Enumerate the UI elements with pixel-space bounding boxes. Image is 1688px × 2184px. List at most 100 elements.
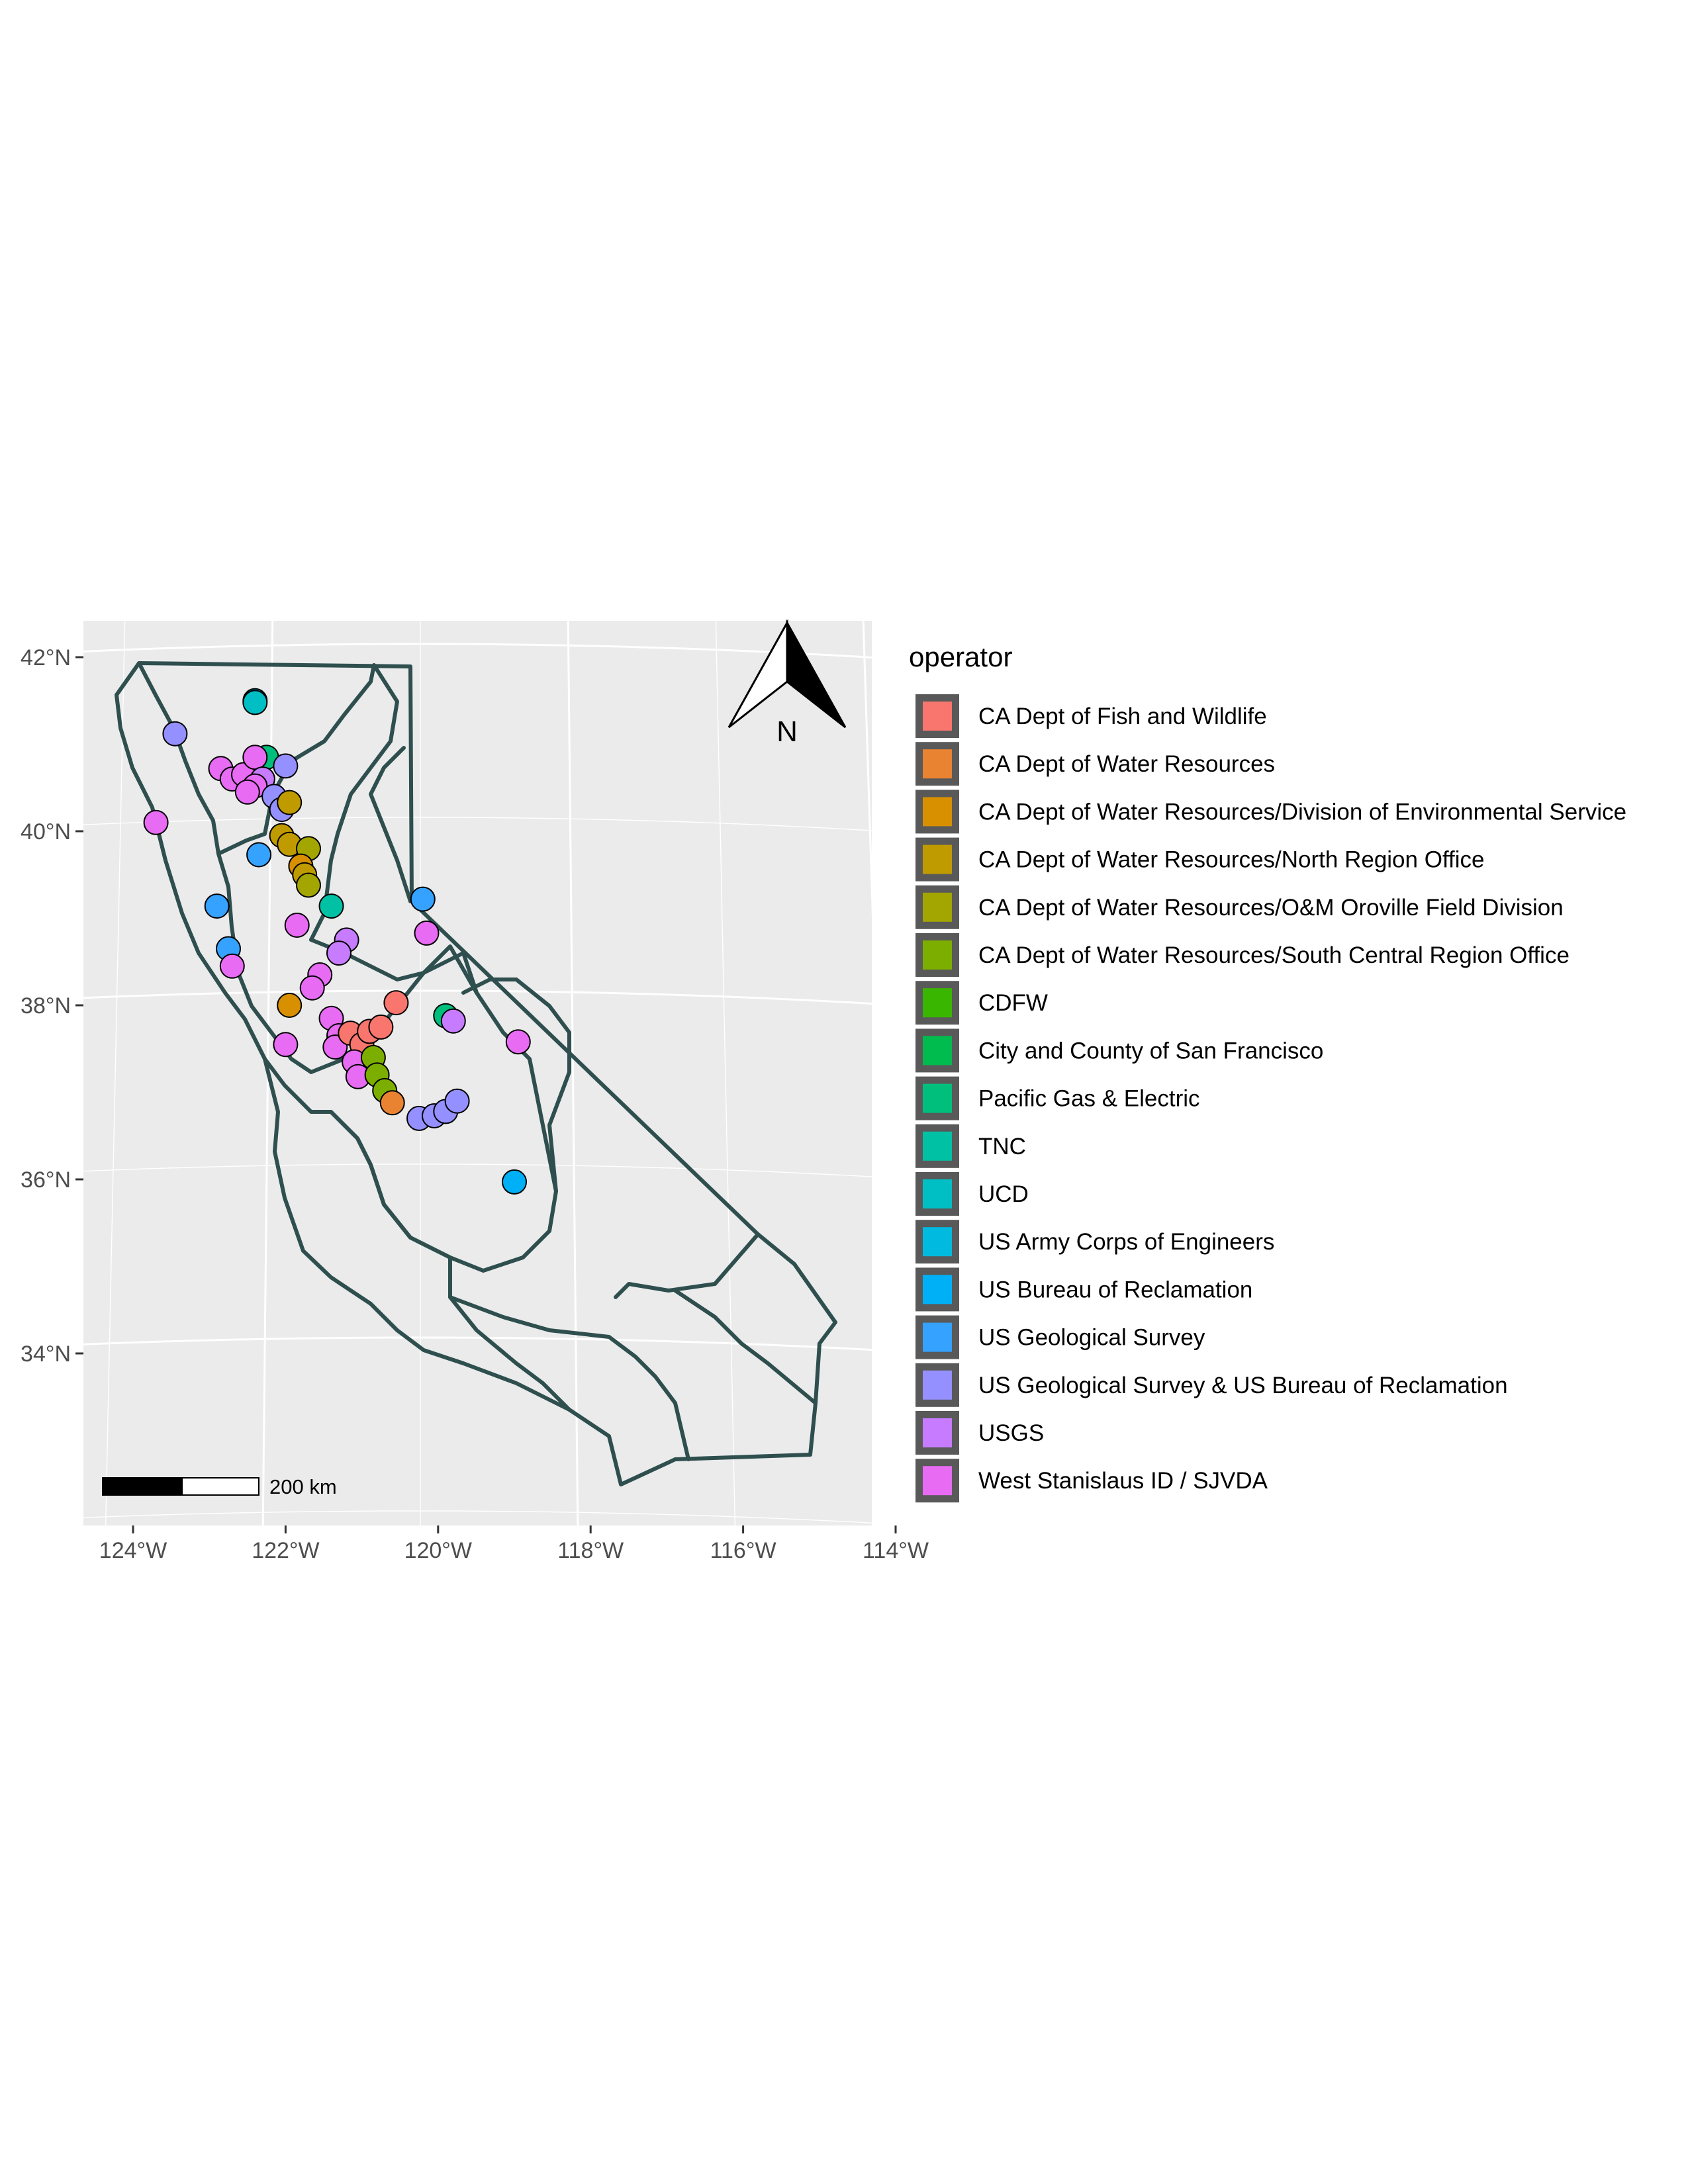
parallel-line (0, 1858, 1547, 1929)
station-point (277, 993, 303, 1018)
legend-label: West Stanislaus ID / SJVDA (978, 1468, 1268, 1494)
legend-key-swatch (923, 940, 952, 970)
legend-key-swatch (923, 1322, 952, 1352)
y-tick-label: 42°N (21, 645, 71, 670)
x-axis: 124°W 122°W 120°W 118°W 116°W 114°W (99, 1525, 929, 1563)
meridian-line (1133, 160, 1239, 2154)
legend-key-swatch (923, 1466, 952, 1496)
legend: operator CA Dept of Fish and Wildlife CA … (909, 641, 1626, 1503)
legend-label: USGS (978, 1420, 1044, 1446)
tahoe-boundary (369, 746, 412, 903)
station-point (299, 975, 325, 1001)
parallel-line (83, 1336, 872, 1351)
station-point (277, 790, 303, 815)
legend-key-swatch (923, 1131, 952, 1161)
map-panel (83, 621, 872, 1525)
legend-label: CA Dept of Water Resources/Division of E… (978, 799, 1626, 825)
legend-label: US Army Corps of Engineers (978, 1229, 1274, 1255)
x-tick-label: 124°W (99, 1538, 167, 1563)
legend-label: US Bureau of Reclamation (978, 1277, 1252, 1302)
legend-item: CA Dept of Water Resources/Division of E… (915, 790, 1626, 834)
legend-key-swatch (923, 749, 952, 779)
station-point (379, 1090, 405, 1116)
legend-key-swatch (923, 844, 952, 874)
meridian-line (105, 621, 126, 1525)
legend-item: West Stanislaus ID / SJVDA (915, 1459, 1268, 1503)
legend-item: Pacific Gas & Electric (915, 1076, 1200, 1120)
station-point (284, 913, 310, 938)
legend-label: CA Dept of Water Resources/O&M Oroville … (978, 895, 1564, 921)
y-tick-label: 38°N (21, 993, 71, 1019)
x-tick-label: 114°W (863, 1538, 929, 1563)
legend-item: City and County of San Francisco (915, 1028, 1323, 1073)
legend-item: UCD (915, 1172, 1029, 1216)
parallel-line (83, 1163, 872, 1177)
station-point (505, 1029, 531, 1055)
station-point (242, 745, 268, 770)
legend-key-swatch (923, 702, 952, 731)
north-arrow-right (786, 619, 847, 729)
legend-label: US Geological Survey & US Bureau of Recl… (978, 1373, 1508, 1398)
station-point (440, 1008, 466, 1034)
desert-boundary (614, 1232, 818, 1405)
meridian-line (1276, 176, 1403, 2170)
legend-item: US Geological Survey (915, 1315, 1205, 1359)
legend-label: City and County of San Francisco (978, 1038, 1323, 1064)
parallel-line (83, 817, 872, 831)
legend-label: Pacific Gas & Electric (978, 1086, 1200, 1112)
station-point (273, 753, 299, 779)
scale-bar-light (181, 1477, 259, 1496)
station-point (234, 779, 260, 805)
meridian-line (567, 621, 579, 1525)
legend-item: US Bureau of Reclamation (915, 1267, 1252, 1312)
legend-key-swatch (923, 1418, 952, 1447)
north-arrow: N (727, 619, 847, 748)
legend-label: CA Dept of Water Resources/South Central… (978, 942, 1570, 968)
north-coast-boundary (137, 661, 220, 856)
parallel-line (0, 297, 1431, 369)
legend-key-swatch (923, 1036, 952, 1066)
southern-boundary (448, 1295, 690, 1461)
legend-label: CDFW (978, 990, 1048, 1016)
station-point (318, 893, 344, 919)
meridian-line (261, 621, 274, 1525)
x-tick-label: 116°W (710, 1538, 776, 1563)
region-boundaries (115, 661, 837, 1486)
station-points (143, 688, 531, 1195)
legend-item: TNC (915, 1124, 1026, 1168)
legend-key-swatch (923, 797, 952, 827)
parallel-line (0, 2031, 1560, 2103)
legend-item: CA Dept of Water Resources/South Central… (915, 933, 1570, 977)
station-point (414, 920, 440, 946)
legend-key-swatch (923, 988, 952, 1018)
meridian-line (715, 621, 736, 1525)
station-point (162, 721, 188, 747)
scale-bar-label: 200 km (269, 1475, 337, 1498)
legend-key-swatch (923, 1179, 952, 1208)
legend-item: US Army Corps of Engineers (915, 1220, 1274, 1264)
central-coast-boundary (263, 1057, 571, 1412)
station-point (502, 1169, 527, 1195)
station-point (273, 1032, 299, 1058)
station-point (143, 809, 169, 835)
x-tick-label: 120°W (404, 1538, 472, 1563)
station-point (296, 872, 321, 898)
legend-key-swatch (923, 1227, 952, 1257)
station-point (326, 940, 352, 966)
station-point (246, 842, 272, 868)
x-tick-label: 122°W (252, 1538, 319, 1563)
legend-label: TNC (978, 1134, 1026, 1160)
legend-item: CA Dept of Water Resources/North Region … (915, 837, 1485, 882)
legend-key-swatch (923, 1370, 952, 1400)
legend-item: US Geological Survey & US Bureau of Recl… (915, 1363, 1508, 1407)
station-point (219, 953, 245, 979)
legend-item: USGS (915, 1411, 1044, 1455)
y-tick-label: 36°N (21, 1167, 71, 1193)
legend-label: US Geological Survey (978, 1325, 1205, 1351)
parallel-line (0, 1684, 1534, 1756)
north-arrow-label: N (776, 715, 798, 748)
legend-label: UCD (978, 1181, 1029, 1207)
scale-bar-dark (102, 1477, 183, 1496)
legend-key-swatch (923, 1275, 952, 1304)
